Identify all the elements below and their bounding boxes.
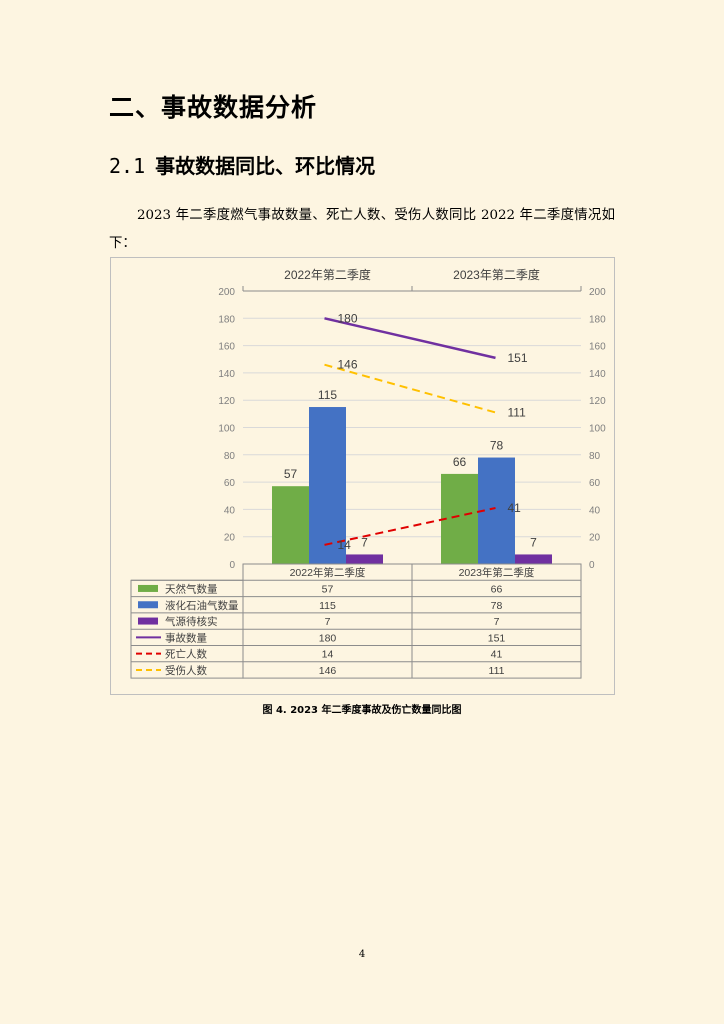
table-value: 66 [491, 583, 503, 595]
table-value: 57 [322, 583, 334, 595]
table-value: 7 [325, 616, 331, 628]
table-value: 146 [319, 665, 337, 677]
legend-label: 受伤人数 [165, 664, 207, 677]
bar-data-label: 66 [453, 455, 467, 469]
y-tick-label-right: 160 [589, 342, 606, 353]
y-tick-label-left: 200 [218, 287, 235, 298]
line-data-label: 14 [338, 538, 352, 552]
y-tick-label-right: 140 [589, 369, 606, 380]
series-line [324, 363, 496, 414]
legend-key-bar [138, 584, 158, 592]
y-tick-label-left: 60 [224, 478, 236, 489]
bar-data-label: 7 [361, 535, 368, 549]
table-value: 180 [319, 632, 337, 644]
line-data-label: 41 [508, 501, 522, 515]
y-tick-label-left: 0 [229, 560, 235, 571]
legend-key-bar [138, 617, 158, 625]
y-tick-label-left: 20 [224, 533, 236, 544]
section-heading: 二、事故数据分析 [109, 93, 318, 122]
bar [441, 473, 478, 564]
bar [515, 554, 552, 564]
figure-caption: 图 4. 2023 年二季度事故及伤亡数量同比图 [262, 705, 462, 716]
legend-label: 事故数量 [165, 631, 207, 644]
line-data-label: 146 [338, 358, 358, 372]
line-data-label: 151 [508, 351, 528, 365]
y-tick-label-right: 180 [589, 314, 606, 325]
legend-key-bar [138, 601, 158, 609]
legend-label: 气源待核实 [165, 615, 218, 628]
table-value: 41 [491, 649, 503, 661]
bar [309, 407, 346, 564]
y-tick-label-left: 180 [218, 314, 235, 325]
y-tick-label-right: 60 [589, 478, 601, 489]
legend-label: 液化石油气数量 [165, 599, 239, 612]
y-tick-label-right: 100 [589, 424, 606, 435]
table-value: 14 [322, 649, 334, 661]
bar-data-label: 57 [284, 467, 298, 481]
bar-data-label: 7 [530, 535, 537, 549]
table-value: 151 [488, 632, 506, 644]
table-category-header: 2023年第二季度 [459, 566, 535, 579]
y-tick-label-right: 0 [589, 560, 595, 571]
y-tick-label-right: 20 [589, 533, 601, 544]
subsection-title: 事故数据同比、环比情况 [155, 154, 376, 178]
table-value: 111 [489, 665, 505, 677]
table-value: 78 [491, 600, 503, 612]
line-data-label: 111 [508, 405, 527, 419]
chart-container: 0 0 20 20 40 40 60 60 80 80 100 100 120 120 140 140 160 1… [110, 257, 615, 695]
bar-data-label: 78 [490, 439, 504, 453]
subsection-number: 2.1 [109, 154, 146, 178]
y-tick-label-left: 100 [218, 424, 235, 435]
y-tick-label-left: 40 [224, 505, 236, 516]
table-value: 7 [494, 616, 500, 628]
subsection-heading: 2.1 事故数据同比、环比情况 [109, 150, 375, 179]
bar [272, 486, 309, 564]
y-tick-label-left: 80 [224, 451, 236, 462]
series-line [324, 317, 496, 360]
bar-data-label: 115 [318, 388, 337, 402]
y-tick-label-right: 80 [589, 451, 601, 462]
legend-label: 死亡人数 [165, 648, 207, 661]
y-tick-label-right: 40 [589, 505, 601, 516]
y-tick-label-left: 140 [218, 369, 235, 380]
y-tick-label-left: 120 [218, 396, 235, 407]
bar [346, 554, 383, 564]
top-category-label: 2022年第二季度 [284, 267, 371, 282]
line-data-label: 180 [338, 311, 358, 325]
page-number: 4 [358, 949, 366, 960]
y-tick-label-left: 160 [218, 342, 235, 353]
y-tick-label-right: 200 [589, 287, 606, 298]
table-value: 115 [319, 600, 336, 612]
body-paragraph: 2023 年二季度燃气事故数量、死亡人数、受伤人数同比 2022 年二季度情况如… [109, 208, 615, 251]
table-category-header: 2022年第二季度 [290, 566, 366, 579]
combo-chart: 0 0 20 20 40 40 60 60 80 80 100 100 120 120 140 140 160 1… [130, 267, 606, 679]
series-line [324, 507, 496, 546]
legend-label: 天然气数量 [165, 582, 218, 595]
y-tick-label-right: 120 [589, 396, 606, 407]
top-category-label: 2023年第二季度 [453, 267, 540, 282]
